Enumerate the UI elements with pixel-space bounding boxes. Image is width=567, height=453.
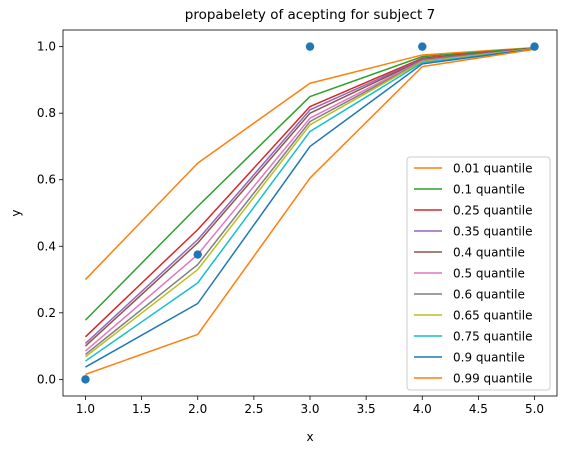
x-tick-label: 5.0 (525, 402, 544, 416)
scatter-point-4 (530, 42, 539, 51)
legend-label: 0.25 quantile (453, 204, 532, 218)
x-tick-label: 4.0 (413, 402, 432, 416)
y-tick-label: 0.8 (37, 106, 56, 120)
scatter-point-1 (193, 250, 202, 259)
x-tick-label: 4.5 (469, 402, 488, 416)
legend-label: 0.35 quantile (453, 225, 532, 239)
x-tick-label: 1.5 (132, 402, 151, 416)
x-tick-label: 1.0 (76, 402, 95, 416)
legend-label: 0.9 quantile (453, 351, 525, 365)
x-axis-label: x (306, 430, 313, 444)
legend-label: 0.4 quantile (453, 246, 525, 260)
x-tick-label: 3.5 (357, 402, 376, 416)
chart-title: propabelety of acepting for subject 7 (185, 7, 435, 23)
y-tick-label: 1.0 (37, 40, 56, 54)
x-tick-label: 2.5 (244, 402, 263, 416)
legend-label: 0.01 quantile (453, 162, 532, 176)
series-line-7 (84, 47, 535, 358)
x-tick-label: 3.0 (300, 402, 319, 416)
series-lines (84, 46, 535, 376)
series-line-9 (85, 48, 535, 368)
scatter-point-3 (418, 42, 427, 51)
y-axis-ticks: 0.0 0.2 0.4 0.6 0.8 1.0 (37, 40, 63, 386)
y-tick-label: 0.6 (37, 173, 56, 187)
legend-box (406, 156, 551, 391)
legend-label: 0.1 quantile (453, 183, 525, 197)
legend-label: 0.75 quantile (453, 330, 532, 344)
legend-label: 0.5 quantile (453, 267, 525, 281)
legend-label: 0.99 quantile (453, 372, 532, 386)
y-axis-label: y (9, 209, 23, 216)
series-line-0 (84, 46, 535, 281)
legend-label: 0.6 quantile (453, 288, 525, 302)
x-tick-label: 2.0 (188, 402, 207, 416)
scatter-point-0 (81, 375, 90, 384)
y-tick-label: 0.2 (37, 306, 56, 320)
series-line-10 (85, 48, 535, 376)
legend: 0.01 quantile 0.1 quantile 0.25 quantile 0.… (406, 156, 551, 391)
legend-label: 0.65 quantile (453, 309, 532, 323)
series-line-8 (85, 48, 535, 362)
plot-frame (62, 29, 558, 397)
y-tick-label: 0.0 (37, 372, 56, 386)
series-line-1 (84, 47, 535, 321)
scatter-points (81, 42, 539, 384)
scatter-point-2 (305, 42, 315, 51)
y-tick-label: 0.4 (37, 239, 56, 253)
x-axis-ticks: 1.0 1.5 2.0 2.5 3.0 3.5 4.0 4.5 5.0 (76, 396, 544, 416)
